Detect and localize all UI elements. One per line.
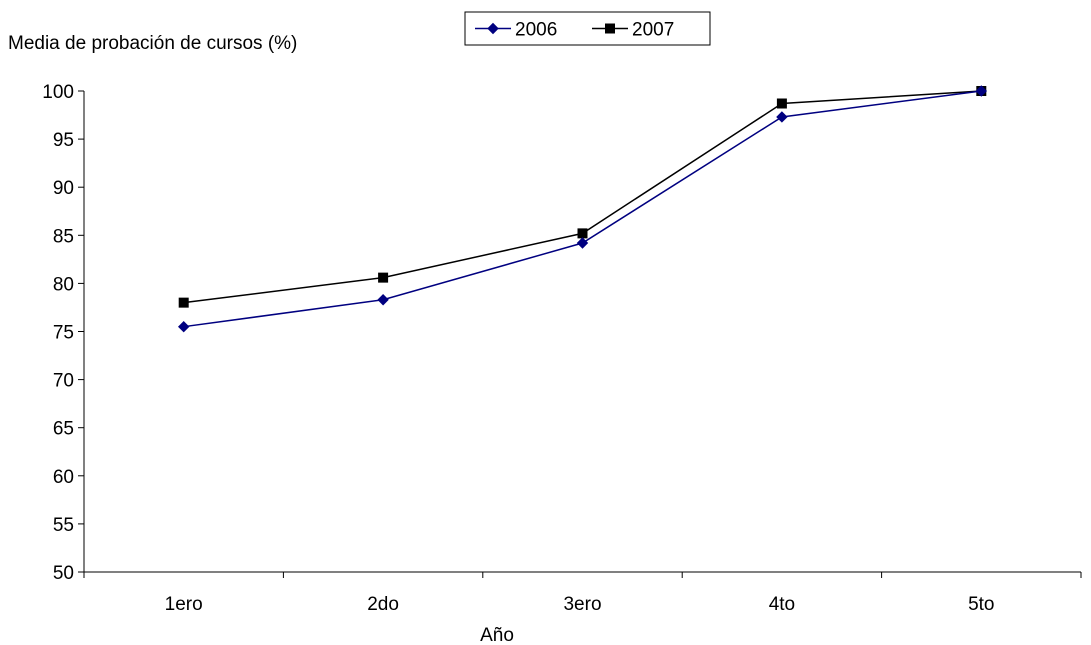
data-point-2007 <box>577 228 588 239</box>
axes: 50 55 60 65 70 75 80 85 90 95 100 1ero 2do 3ero 4to 5to <box>42 82 1082 615</box>
y-tick-label: 95 <box>53 130 74 151</box>
legend-label-2007: 2007 <box>632 20 674 41</box>
y-tick-label: 50 <box>53 563 74 584</box>
x-tick-label: 5to <box>968 594 994 615</box>
data-point-2006 <box>776 111 788 123</box>
legend-marker-2006 <box>487 22 499 35</box>
x-tick-label: 1ero <box>165 594 203 615</box>
legend: 2006 2007 <box>464 11 711 46</box>
y-tick-label: 85 <box>53 226 74 247</box>
data-point-2007 <box>378 272 389 283</box>
data-point-2007 <box>178 297 189 308</box>
data-point-2006 <box>377 294 389 306</box>
series-line-2007 <box>183 90 982 304</box>
series-2007 <box>178 86 987 308</box>
y-tick-label: 90 <box>53 178 74 199</box>
y-tick-label: 60 <box>53 467 74 488</box>
data-point-2006 <box>576 237 589 249</box>
y-tick-label: 100 <box>42 82 74 103</box>
y-tick-label: 75 <box>53 323 74 344</box>
data-point-2007 <box>776 98 787 109</box>
y-tick-label: 55 <box>53 515 74 536</box>
plot-area <box>177 85 988 333</box>
series-2006 <box>177 85 988 333</box>
legend-label-2006: 2006 <box>515 20 557 41</box>
series-line-2006 <box>183 90 982 328</box>
x-axis-title: Año <box>480 625 514 645</box>
x-tick-label: 4to <box>769 594 795 615</box>
data-point-2006 <box>975 85 988 97</box>
x-tick-label: 2do <box>367 594 399 615</box>
data-point-2006 <box>177 320 190 333</box>
y-tick-label: 65 <box>53 419 74 440</box>
y-axis-title: Media de probación de cursos (%) <box>8 33 297 54</box>
y-tick-label: 80 <box>53 274 74 295</box>
y-tick-label: 70 <box>53 371 74 392</box>
legend-marker-2007 <box>605 23 615 34</box>
x-tick-label: 3ero <box>563 594 601 615</box>
